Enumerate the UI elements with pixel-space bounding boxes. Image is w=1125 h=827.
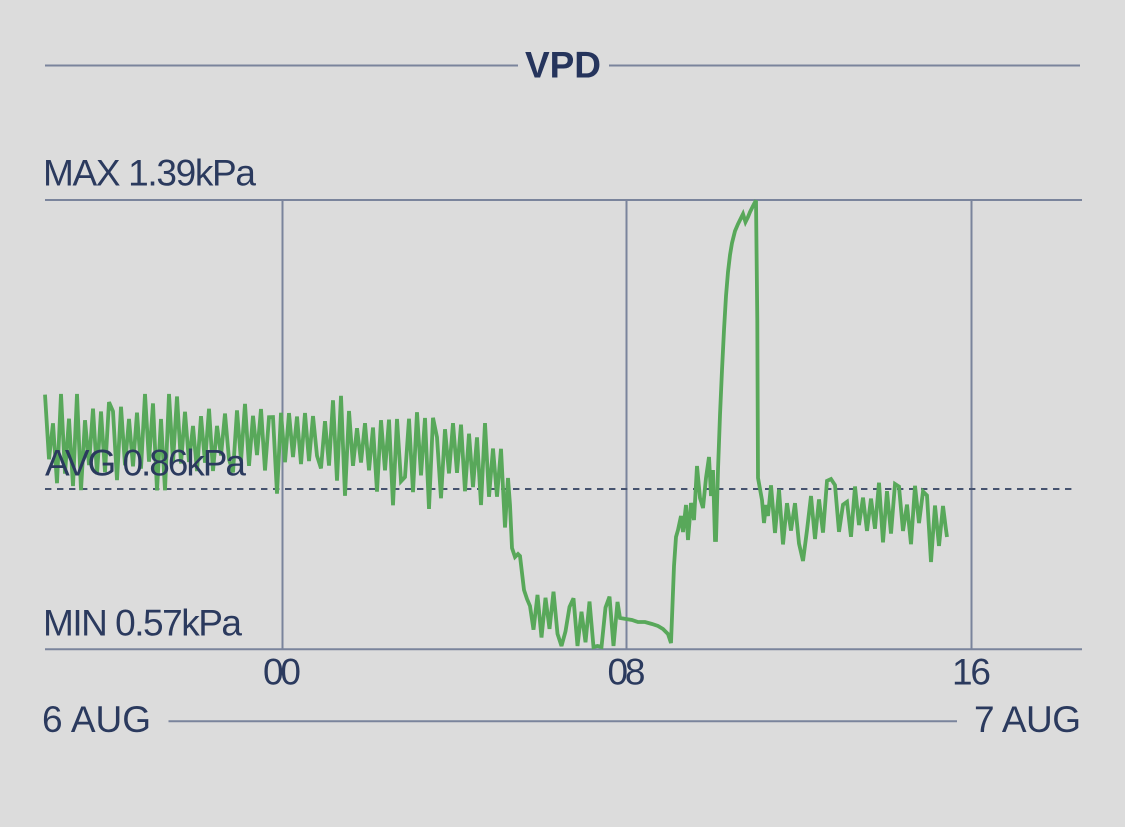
svg-text:16: 16: [952, 652, 991, 693]
svg-text:08: 08: [608, 652, 646, 693]
svg-text:00: 00: [263, 652, 301, 693]
svg-text:MAX 1.39kPa: MAX 1.39kPa: [43, 153, 256, 194]
svg-text:AVG 0.86kPa: AVG 0.86kPa: [45, 443, 246, 484]
svg-text:7 AUG: 7 AUG: [974, 699, 1081, 740]
svg-text:6 AUG: 6 AUG: [42, 699, 151, 740]
svg-text:VPD: VPD: [525, 45, 601, 86]
svg-text:MIN 0.57kPa: MIN 0.57kPa: [43, 603, 242, 644]
